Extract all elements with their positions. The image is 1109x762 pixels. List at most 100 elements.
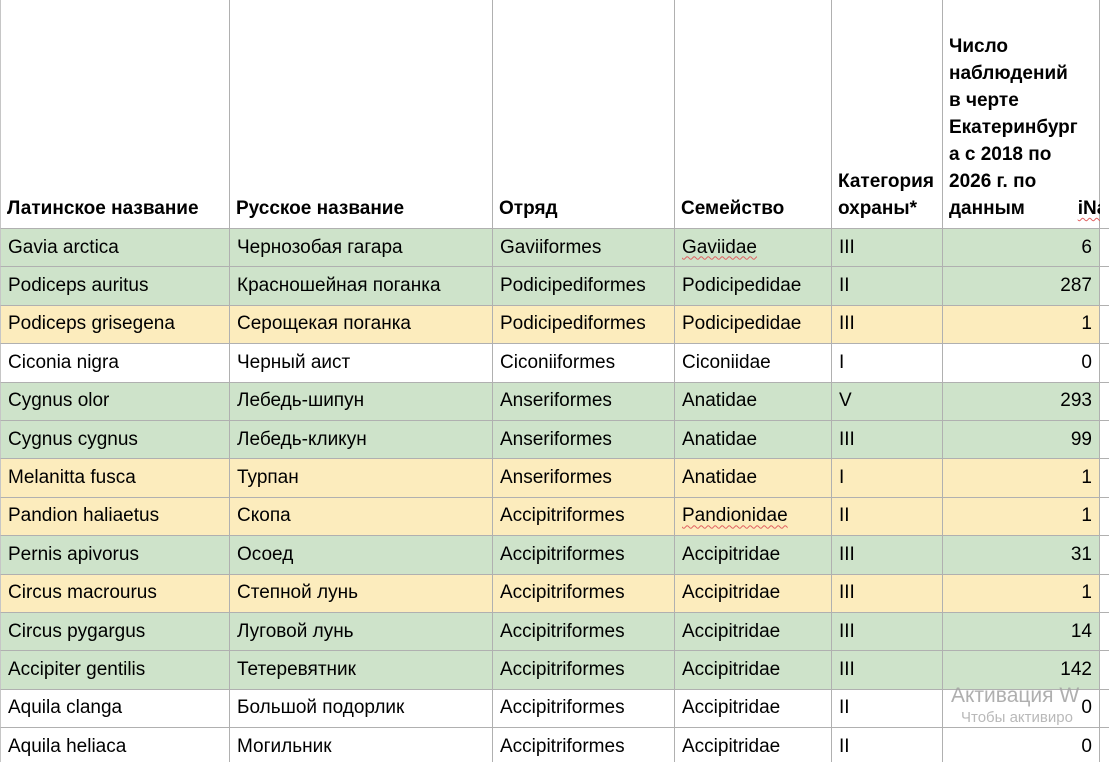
cell-order[interactable]: Accipitriformes	[493, 497, 675, 537]
cell-protection-category[interactable]: III	[832, 651, 943, 690]
cell-observation-count[interactable]: 0	[943, 728, 1100, 762]
cell-protection-category[interactable]: III	[832, 574, 943, 613]
cell-russian-name[interactable]: Серощекая поганка	[230, 305, 493, 345]
cell-overflow-sliver	[1100, 536, 1109, 575]
cell-protection-category[interactable]: III	[832, 536, 943, 575]
column-header-russian-name[interactable]: Русское название	[230, 0, 493, 229]
cell-latin-name[interactable]: Cygnus cygnus	[0, 420, 230, 460]
cell-order[interactable]: Podicipediformes	[493, 267, 675, 306]
table-row: Gavia arctica Чернозобая гагара Gaviifor…	[0, 229, 1109, 268]
table-row: Cygnus olor Лебедь-шипун Anseriformes An…	[0, 382, 1109, 421]
column-header-latin-name[interactable]: Латинское название	[0, 0, 230, 229]
cell-latin-name[interactable]: Podiceps auritus	[0, 267, 230, 306]
cell-overflow-sliver	[1100, 382, 1109, 421]
cell-russian-name[interactable]: Черный аист	[230, 344, 493, 383]
cell-observation-count[interactable]: 6	[943, 229, 1100, 268]
cell-order[interactable]: Ciconiiformes	[493, 344, 675, 383]
column-header-observation-count[interactable]: Число наблюдений в черте Екатеринбург а …	[943, 0, 1109, 229]
cell-russian-name[interactable]: Большой подорлик	[230, 689, 493, 729]
cell-order[interactable]: Podicipediformes	[493, 305, 675, 345]
cell-protection-category[interactable]: I	[832, 459, 943, 498]
table-row: Podiceps auritus Красношейная поганка Po…	[0, 267, 1109, 306]
cell-order[interactable]: Accipitriformes	[493, 536, 675, 575]
column-header-protection-category[interactable]: Категория охраны*	[832, 0, 943, 229]
cell-observation-count[interactable]: 293	[943, 382, 1100, 421]
cell-latin-name[interactable]: Circus macrourus	[0, 574, 230, 613]
cell-family[interactable]: Anatidae	[675, 459, 832, 498]
cell-russian-name[interactable]: Могильник	[230, 728, 493, 762]
cell-observation-count[interactable]: 1	[943, 305, 1100, 345]
cell-observation-count[interactable]: 0	[943, 689, 1100, 729]
cell-russian-name[interactable]: Красношейная поганка	[230, 267, 493, 306]
cell-order[interactable]: Accipitriformes	[493, 689, 675, 729]
cell-protection-category[interactable]: II	[832, 267, 943, 306]
cell-russian-name[interactable]: Тетеревятник	[230, 651, 493, 690]
cell-observation-count[interactable]: 287	[943, 267, 1100, 306]
cell-order[interactable]: Accipitriformes	[493, 728, 675, 762]
cell-protection-category[interactable]: I	[832, 344, 943, 383]
cell-russian-name[interactable]: Турпан	[230, 459, 493, 498]
cell-latin-name[interactable]: Melanitta fusca	[0, 459, 230, 498]
cell-russian-name[interactable]: Луговой лунь	[230, 612, 493, 652]
cell-russian-name[interactable]: Осоед	[230, 536, 493, 575]
cell-family[interactable]: Accipitridae	[675, 689, 832, 729]
cell-family[interactable]: Anatidae	[675, 420, 832, 460]
cell-latin-name[interactable]: Pernis apivorus	[0, 536, 230, 575]
cell-protection-category[interactable]: II	[832, 728, 943, 762]
table-row: Podiceps grisegena Серощекая поганка Pod…	[0, 305, 1109, 345]
cell-russian-name[interactable]: Скопа	[230, 497, 493, 537]
table-row: Aquila heliaca Могильник Accipitriformes…	[0, 728, 1109, 762]
cell-order[interactable]: Accipitriformes	[493, 612, 675, 652]
cell-order[interactable]: Anseriformes	[493, 382, 675, 421]
cell-order[interactable]: Anseriformes	[493, 459, 675, 498]
cell-family[interactable]: Accipitridae	[675, 728, 832, 762]
cell-family[interactable]: Gaviidae	[675, 229, 832, 268]
cell-protection-category[interactable]: III	[832, 229, 943, 268]
cell-russian-name[interactable]: Чернозобая гагара	[230, 229, 493, 268]
cell-latin-name[interactable]: Accipiter gentilis	[0, 651, 230, 690]
table-row: Circus pygargus Луговой лунь Accipitrifo…	[0, 612, 1109, 652]
cell-latin-name[interactable]: Aquila clanga	[0, 689, 230, 729]
cell-family[interactable]: Pandionidae	[675, 497, 832, 537]
cell-family[interactable]: Podicipedidae	[675, 267, 832, 306]
cell-observation-count[interactable]: 14	[943, 612, 1100, 652]
cell-observation-count[interactable]: 142	[943, 651, 1100, 690]
column-header-order[interactable]: Отряд	[493, 0, 675, 229]
cell-russian-name[interactable]: Лебедь-кликун	[230, 420, 493, 460]
cell-order[interactable]: Accipitriformes	[493, 651, 675, 690]
cell-order[interactable]: Accipitriformes	[493, 574, 675, 613]
cell-observation-count[interactable]: 1	[943, 497, 1100, 537]
cell-overflow-sliver	[1100, 305, 1109, 345]
cell-family[interactable]: Accipitridae	[675, 651, 832, 690]
cell-latin-name[interactable]: Cygnus olor	[0, 382, 230, 421]
cell-observation-count[interactable]: 31	[943, 536, 1100, 575]
cell-russian-name[interactable]: Степной лунь	[230, 574, 493, 613]
cell-protection-category[interactable]: V	[832, 382, 943, 421]
cell-latin-name[interactable]: Aquila heliaca	[0, 728, 230, 762]
cell-family[interactable]: Ciconiidae	[675, 344, 832, 383]
cell-protection-category[interactable]: III	[832, 420, 943, 460]
cell-overflow-sliver	[1100, 229, 1109, 268]
cell-family[interactable]: Accipitridae	[675, 536, 832, 575]
cell-family[interactable]: Accipitridae	[675, 612, 832, 652]
cell-latin-name[interactable]: Gavia arctica	[0, 229, 230, 268]
cell-observation-count[interactable]: 99	[943, 420, 1100, 460]
cell-observation-count[interactable]: 1	[943, 459, 1100, 498]
cell-protection-category[interactable]: III	[832, 612, 943, 652]
cell-latin-name[interactable]: Ciconia nigra	[0, 344, 230, 383]
cell-russian-name[interactable]: Лебедь-шипун	[230, 382, 493, 421]
cell-latin-name[interactable]: Podiceps grisegena	[0, 305, 230, 345]
cell-family[interactable]: Accipitridae	[675, 574, 832, 613]
cell-protection-category[interactable]: II	[832, 497, 943, 537]
cell-order[interactable]: Gaviiformes	[493, 229, 675, 268]
cell-observation-count[interactable]: 1	[943, 574, 1100, 613]
cell-protection-category[interactable]: II	[832, 689, 943, 729]
column-header-family[interactable]: Семейство	[675, 0, 832, 229]
cell-family[interactable]: Anatidae	[675, 382, 832, 421]
cell-observation-count[interactable]: 0	[943, 344, 1100, 383]
cell-family[interactable]: Podicipedidae	[675, 305, 832, 345]
cell-protection-category[interactable]: III	[832, 305, 943, 345]
cell-latin-name[interactable]: Pandion haliaetus	[0, 497, 230, 537]
cell-latin-name[interactable]: Circus pygargus	[0, 612, 230, 652]
cell-order[interactable]: Anseriformes	[493, 420, 675, 460]
